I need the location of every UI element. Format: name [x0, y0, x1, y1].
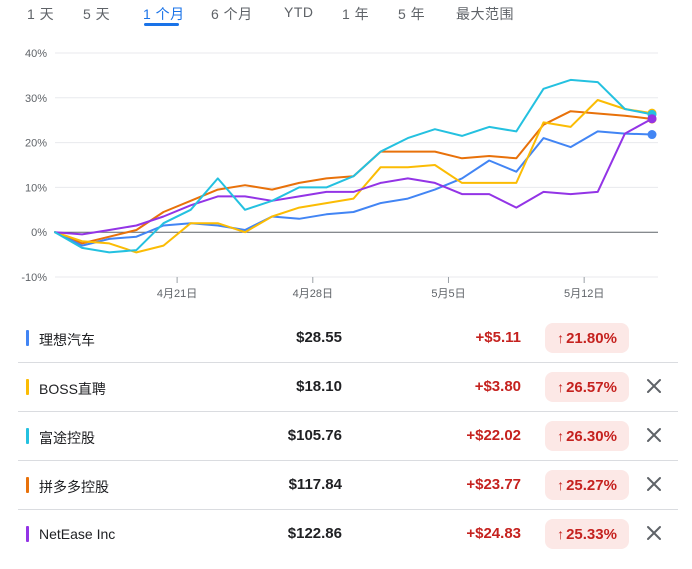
x-tick-label: 5月5日: [431, 288, 465, 300]
series-line-5: [54, 117, 653, 236]
percent-change-badge: ↑ 26.30%: [545, 421, 629, 451]
range-tabs: 1 天 5 天 1 个月 6 个月 YTD 1 年 5 年 最大范围: [0, 0, 692, 34]
stock-row-netease[interactable]: NetEase Inc $122.86 +$24.83 ↑ 25.33%: [18, 510, 678, 558]
series-line-1: [54, 130, 653, 247]
close-icon[interactable]: [644, 523, 664, 543]
stock-price: $28.55: [296, 329, 342, 346]
arrow-up-icon: ↑: [557, 526, 565, 542]
arrow-up-icon: ↑: [557, 477, 565, 493]
stock-row-li-auto[interactable]: 理想汽车 $28.55 +$5.11 ↑ 21.80%: [18, 314, 678, 363]
series-color-swatch: [26, 330, 29, 346]
stock-change: +$24.83: [466, 525, 521, 542]
y-tick-label: 0%: [31, 227, 47, 239]
x-tick-label: 5月12日: [564, 288, 604, 300]
stock-change: +$22.02: [466, 427, 521, 444]
close-icon[interactable]: [644, 376, 664, 396]
tab-1-day[interactable]: 1 天: [27, 6, 55, 22]
series-line-2: [54, 99, 653, 254]
series-end-point-1: [647, 130, 657, 140]
stock-price: $122.86: [287, 525, 342, 542]
arrow-up-icon: ↑: [557, 330, 565, 346]
close-icon[interactable]: [644, 474, 664, 494]
arrow-up-icon: ↑: [557, 379, 565, 395]
stock-row-boss-zhipin[interactable]: BOSS直聘 $18.10 +$3.80 ↑ 26.57%: [18, 363, 678, 412]
arrow-up-icon: ↑: [557, 428, 565, 444]
comparison-line-chart: 40% 30% 20% 10% 0% -10% 4月21日 4月28日 5月5日 5月12日: [21, 48, 658, 300]
stock-row-pdd[interactable]: 拼多多控股 $117.84 +$23.77 ↑ 25.27%: [18, 461, 678, 510]
close-icon[interactable]: [644, 425, 664, 445]
stock-name: BOSS直聘: [39, 381, 106, 397]
percent-change-value: 21.80%: [566, 329, 617, 347]
series-line-3: [54, 78, 653, 254]
percent-change-value: 25.33%: [566, 525, 617, 543]
percent-change-value: 25.27%: [566, 476, 617, 494]
stock-price: $105.76: [287, 427, 342, 444]
active-tab-indicator: [144, 23, 179, 26]
y-tick-label: 30%: [25, 93, 47, 105]
x-tick-label: 4月21日: [157, 288, 197, 300]
tab-6-month[interactable]: 6 个月: [211, 6, 253, 22]
percent-change-value: 26.57%: [566, 378, 617, 396]
tab-1-year[interactable]: 1 年: [342, 6, 370, 22]
series-color-swatch: [26, 428, 29, 444]
percent-change-badge: ↑ 26.57%: [545, 372, 629, 402]
x-tick-label: 4月28日: [293, 288, 333, 300]
stock-change: +$5.11: [475, 329, 521, 346]
series-color-swatch: [26, 526, 29, 542]
y-tick-label: -10%: [21, 272, 47, 284]
series-color-swatch: [26, 379, 29, 395]
percent-change-badge: ↑ 25.27%: [545, 470, 629, 500]
tab-5-year[interactable]: 5 年: [398, 6, 426, 22]
stock-change: +$3.80: [474, 378, 521, 395]
y-tick-label: 10%: [25, 182, 47, 194]
tab-ytd[interactable]: YTD: [284, 4, 314, 20]
stock-name: NetEase Inc: [39, 526, 116, 542]
series-color-swatch: [26, 477, 29, 493]
series-end-point-5: [647, 114, 657, 124]
tab-1-month[interactable]: 1 个月: [143, 6, 185, 22]
stock-name: 拼多多控股: [39, 479, 109, 495]
stock-change: +$23.77: [466, 476, 521, 493]
stock-price: $18.10: [296, 378, 342, 395]
tab-max[interactable]: 最大范围: [456, 6, 514, 22]
percent-change-badge: ↑ 25.33%: [545, 519, 629, 549]
stock-name: 理想汽车: [39, 332, 95, 348]
tab-5-day[interactable]: 5 天: [83, 6, 111, 22]
y-tick-label: 20%: [25, 138, 47, 150]
stock-price: $117.84: [288, 476, 342, 493]
percent-change-value: 26.30%: [566, 427, 617, 445]
stock-row-futu[interactable]: 富途控股 $105.76 +$22.02 ↑ 26.30%: [18, 412, 678, 461]
stock-name: 富途控股: [39, 430, 95, 446]
percent-change-badge: ↑ 21.80%: [545, 323, 629, 353]
y-tick-label: 40%: [25, 48, 47, 60]
